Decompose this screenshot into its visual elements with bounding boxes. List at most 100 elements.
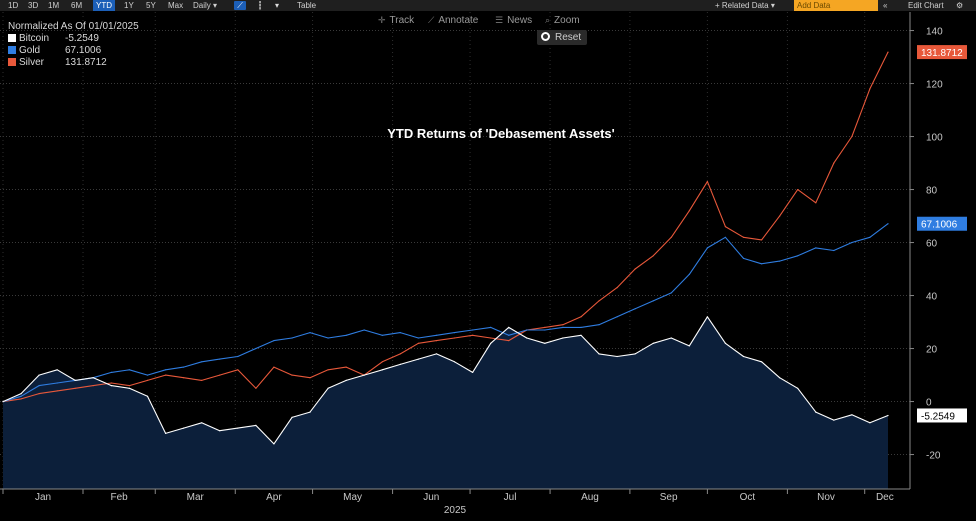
silver-point xyxy=(201,379,203,381)
range-3d-button[interactable]: 3D xyxy=(28,1,39,10)
news-button[interactable]: ☰ News xyxy=(495,13,532,28)
bitcoin-point xyxy=(345,379,347,381)
silver-point xyxy=(20,398,22,400)
silver-point xyxy=(128,385,130,387)
chart-type-dropdown-icon[interactable]: ▾ xyxy=(274,1,279,10)
legend-item-silver[interactable]: Silver 131.8712 xyxy=(8,57,139,69)
range-1m-button[interactable]: 1M xyxy=(48,1,60,10)
range-1y-button[interactable]: 1Y xyxy=(124,1,134,10)
line-chart-icon[interactable]: ⟋ xyxy=(234,1,246,10)
track-button[interactable]: ✛ Track xyxy=(378,13,414,28)
edit-chart-button[interactable]: Edit Chart xyxy=(908,1,944,10)
silver-point xyxy=(291,374,293,376)
bitcoin-area xyxy=(3,316,888,489)
series-layer xyxy=(2,51,889,489)
range-6m-button[interactable]: 6M xyxy=(71,1,83,10)
bitcoin-point xyxy=(417,358,419,360)
silver-point xyxy=(381,361,383,363)
silver-point xyxy=(146,379,149,381)
bitcoin-point xyxy=(435,353,438,355)
legend-item-bitcoin[interactable]: Bitcoin -5.2549 xyxy=(8,33,139,45)
x-tick-label: Aug xyxy=(581,492,599,503)
gold-point xyxy=(363,329,365,331)
y-tick-label: 60 xyxy=(926,239,938,250)
reset-icon xyxy=(541,32,550,41)
range-5y-button[interactable]: 5Y xyxy=(146,1,156,10)
add-data-input[interactable]: Add Data xyxy=(794,0,878,11)
bitcoin-point xyxy=(38,374,40,376)
reset-button[interactable]: Reset xyxy=(537,30,587,45)
silver-point xyxy=(435,340,438,342)
silver-point xyxy=(815,202,817,204)
x-tick-label: Jun xyxy=(423,492,439,503)
gold-point xyxy=(291,337,293,339)
end-value-labels: -5.2549 67.1006 131.8712 xyxy=(917,45,967,423)
gold-point xyxy=(544,329,546,331)
annotate-button[interactable]: ⟋ Annotate xyxy=(428,13,478,28)
silver-point xyxy=(742,236,745,238)
frequency-dropdown[interactable]: Daily ▾ xyxy=(193,1,218,10)
legend-item-value: 131.8712 xyxy=(65,57,107,68)
bitcoin-point xyxy=(237,427,239,429)
bitcoin-point xyxy=(508,326,510,328)
bitcoin-point xyxy=(580,334,582,336)
silver-point xyxy=(797,189,799,191)
legend: Normalized As Of 01/01/2025 Bitcoin -5.25… xyxy=(8,21,139,69)
range-max-button[interactable]: Max xyxy=(168,1,184,10)
bitcoin-point xyxy=(652,342,654,344)
bitcoin-point xyxy=(616,355,618,358)
silver-point xyxy=(833,162,835,164)
candlestick-icon[interactable]: ┇ xyxy=(257,1,263,10)
silver-point xyxy=(634,268,636,270)
bitcoin-point xyxy=(327,387,329,389)
gold-point xyxy=(815,247,817,249)
bitcoin-point xyxy=(273,443,275,445)
bitcoin-point xyxy=(724,342,727,344)
silver-line xyxy=(2,51,889,403)
bitcoin-point xyxy=(526,337,528,339)
bitcoin-point xyxy=(472,371,474,373)
bitcoin-point xyxy=(381,369,383,371)
gold-point xyxy=(724,236,727,238)
bitcoin-point xyxy=(146,395,149,397)
bitcoin-end-label: -5.2549 xyxy=(921,411,955,422)
x-tick-label: May xyxy=(343,492,362,503)
gold-point xyxy=(580,326,582,328)
range-ytd-button[interactable]: YTD xyxy=(93,0,115,11)
bitcoin-point xyxy=(634,353,636,355)
gold-point xyxy=(201,361,203,363)
y-axis: -20 0 20 40 60 80 100 120 140 xyxy=(909,12,943,489)
gold-point xyxy=(165,369,167,371)
related-data-button[interactable]: + Related Data ▾ xyxy=(715,1,775,10)
zoom-label: Zoom xyxy=(554,15,580,26)
bitcoin-point xyxy=(742,355,745,358)
y-tick-label: 80 xyxy=(926,186,938,197)
x-tick-label: Jul xyxy=(504,492,517,503)
gold-point xyxy=(869,236,871,238)
silver-point xyxy=(56,390,58,392)
silver-point xyxy=(706,181,709,183)
track-label: Track xyxy=(389,15,415,26)
silver-point xyxy=(508,340,510,342)
legend-item-value: -5.2549 xyxy=(65,33,99,44)
reset-label: Reset xyxy=(555,32,582,43)
silver-point xyxy=(761,239,763,241)
settings-gear-icon[interactable]: ⚙ xyxy=(956,1,964,10)
table-button[interactable]: Table xyxy=(297,1,317,10)
bitcoin-point xyxy=(670,337,672,339)
gold-point xyxy=(851,241,853,244)
range-1d-button[interactable]: 1D xyxy=(8,1,19,10)
bitcoin-point xyxy=(128,387,130,389)
silver-point xyxy=(399,353,401,355)
legend-item-name: Silver xyxy=(19,57,45,68)
legend-item-gold[interactable]: Gold 67.1006 xyxy=(8,45,139,57)
news-label: News xyxy=(507,15,533,26)
silver-point xyxy=(544,326,546,328)
silver-point xyxy=(652,255,654,257)
collapse-icon[interactable]: « xyxy=(883,1,888,10)
zoom-button[interactable]: ⌕ Zoom xyxy=(545,13,580,28)
gold-point xyxy=(381,334,383,336)
bitcoin-point xyxy=(490,342,492,344)
gold-point xyxy=(742,257,745,259)
